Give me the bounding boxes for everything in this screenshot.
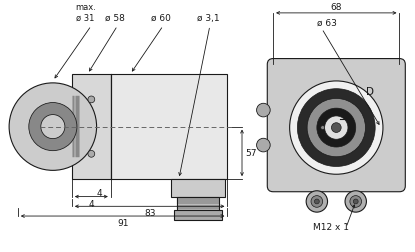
Bar: [72, 97, 79, 158]
Circle shape: [325, 116, 348, 140]
Text: ø 60: ø 60: [151, 14, 171, 22]
Text: D: D: [366, 86, 374, 96]
Circle shape: [321, 126, 325, 130]
Bar: [174, 210, 222, 220]
Text: max.
ø 31: max. ø 31: [75, 3, 96, 22]
Circle shape: [41, 115, 65, 139]
Circle shape: [298, 89, 375, 167]
Text: 83: 83: [144, 208, 155, 217]
Circle shape: [353, 199, 358, 204]
Circle shape: [307, 99, 366, 157]
Text: 91: 91: [117, 218, 128, 227]
Circle shape: [315, 199, 319, 204]
Circle shape: [306, 191, 327, 212]
Circle shape: [332, 123, 341, 133]
Circle shape: [88, 151, 95, 158]
Circle shape: [350, 196, 361, 207]
Bar: [171, 179, 225, 197]
Text: M12 x 1: M12 x 1: [313, 222, 349, 231]
Circle shape: [9, 83, 97, 171]
Text: 4: 4: [96, 188, 102, 197]
Bar: [111, 75, 227, 179]
Circle shape: [290, 82, 383, 175]
FancyBboxPatch shape: [267, 59, 405, 192]
Circle shape: [256, 139, 270, 152]
Circle shape: [29, 103, 77, 151]
Bar: [177, 197, 219, 210]
Text: 4: 4: [88, 199, 94, 208]
Text: ø 63: ø 63: [317, 18, 337, 27]
Text: ø 3,1: ø 3,1: [197, 14, 219, 22]
Circle shape: [345, 191, 366, 212]
Text: 68: 68: [330, 3, 342, 12]
Circle shape: [317, 109, 356, 147]
Circle shape: [311, 196, 323, 207]
Circle shape: [88, 97, 95, 103]
Bar: [72, 75, 111, 179]
Text: ø 58: ø 58: [105, 14, 124, 22]
Circle shape: [256, 104, 270, 117]
Text: 57: 57: [245, 149, 256, 158]
